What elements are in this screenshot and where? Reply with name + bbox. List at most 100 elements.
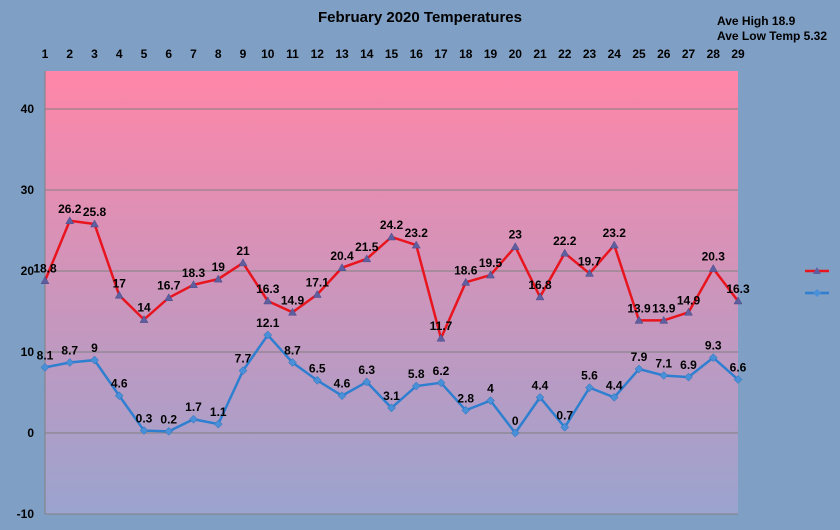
- x-tick-label: 7: [190, 47, 197, 61]
- high-temp-data-label: 23.2: [603, 226, 627, 240]
- high-temp-data-label: 23.2: [405, 226, 429, 240]
- low-temp-data-label: 4.6: [111, 377, 128, 391]
- x-tick-label: 27: [682, 47, 696, 61]
- high-temp-point: [312, 289, 322, 298]
- high-temp-point: [288, 307, 297, 316]
- y-tick-label: 0: [27, 426, 34, 440]
- low-temp-data-label: 7.7: [235, 352, 252, 366]
- x-tick-label: 4: [116, 47, 123, 61]
- y-tick-label: 20: [21, 264, 35, 278]
- low-temp-point: [114, 391, 124, 401]
- x-tick-label: 28: [707, 47, 721, 61]
- plot-background: [45, 71, 738, 514]
- high-temp-data-label: 24.2: [380, 218, 404, 232]
- high-temp-data-label: 20.4: [330, 249, 354, 263]
- high-temp-data-label: 16.8: [528, 278, 552, 292]
- high-temp-point: [337, 263, 347, 272]
- x-tick-label: 16: [410, 47, 424, 61]
- low-temp-data-label: 2.8: [457, 391, 474, 405]
- low-temp-point: [139, 426, 149, 435]
- high-temp-data-label: 17.1: [306, 275, 330, 289]
- legend-marker-low: [813, 289, 821, 297]
- low-temp-data-label: 4.4: [606, 378, 623, 392]
- x-tick-label: 11: [286, 47, 299, 61]
- x-tick-label: 8: [215, 47, 222, 61]
- low-temp-data-label: 5.8: [408, 367, 425, 381]
- high-temp-data-label: 18.3: [182, 266, 206, 280]
- low-temp-data-label: 1.7: [185, 400, 202, 414]
- high-temp-point: [659, 315, 669, 324]
- high-temp-point: [486, 270, 495, 279]
- x-tick-label: 2: [66, 47, 73, 61]
- high-temp-point: [114, 290, 124, 299]
- low-temp-point: [585, 383, 594, 392]
- high-temp-point: [535, 292, 545, 301]
- ave-low-stat: Ave Low Temp 5.32: [717, 29, 828, 43]
- high-temp-data-label: 19: [212, 260, 226, 274]
- x-tick-label: 3: [91, 47, 98, 61]
- high-temp-data-label: 18.8: [33, 262, 57, 276]
- x-tick-label: 24: [608, 47, 622, 61]
- low-temp-data-label: 9: [91, 341, 98, 355]
- high-temp-point: [263, 296, 273, 305]
- high-temp-point: [164, 293, 174, 301]
- low-temp-point: [65, 358, 75, 367]
- high-temp-point: [411, 240, 421, 249]
- low-temp-data-label: 4.6: [334, 377, 351, 391]
- x-tick-label: 17: [434, 47, 448, 61]
- high-temp-data-label: 21: [236, 244, 250, 258]
- high-temp-point: [684, 307, 693, 316]
- high-temp-data-label: 19.7: [578, 254, 602, 268]
- high-temp-point: [65, 216, 75, 225]
- low-temp-point: [213, 419, 223, 429]
- low-temp-data-label: 3.1: [383, 389, 400, 403]
- low-temp-data-label: 0.3: [136, 412, 153, 426]
- low-temp-point: [461, 405, 471, 415]
- low-temp-data-label: 6.2: [433, 364, 450, 378]
- x-tick-label: 6: [165, 47, 172, 61]
- y-tick-label: 30: [21, 183, 35, 197]
- low-temp-data-label: 8.7: [61, 344, 78, 358]
- high-temp-point: [238, 258, 248, 267]
- high-temp-point: [213, 274, 223, 283]
- low-temp-point: [337, 391, 347, 401]
- low-temp-point: [560, 422, 570, 432]
- high-temp-point: [387, 232, 396, 241]
- low-temp-data-label: 9.3: [705, 339, 722, 353]
- low-temp-point: [40, 363, 50, 372]
- high-temp-point: [189, 280, 198, 289]
- high-temp-data-label: 23: [509, 228, 523, 242]
- high-temp-point: [139, 315, 149, 323]
- low-temp-point: [238, 366, 248, 375]
- high-temp-data-label: 25.8: [83, 205, 107, 219]
- low-temp-point: [362, 377, 372, 387]
- legend-marker-high: [813, 267, 821, 274]
- high-temp-data-label: 14.9: [281, 293, 305, 307]
- low-temp-data-label: 4.4: [532, 378, 549, 392]
- high-temp-data-label: 16.3: [256, 282, 280, 296]
- low-temp-point: [164, 427, 174, 436]
- low-temp-data-label: 0: [512, 414, 519, 428]
- x-tick-label: 10: [261, 47, 275, 61]
- high-temp-data-label: 26.2: [58, 202, 82, 216]
- high-temp-data-label: 13.9: [652, 301, 676, 315]
- high-temp-point: [733, 296, 743, 305]
- x-tick-label: 25: [632, 47, 646, 61]
- x-tick-label: 26: [657, 47, 671, 61]
- high-temp-point: [461, 277, 471, 286]
- high-temp-data-label: 14.9: [677, 293, 701, 307]
- low-temp-data-label: 7.9: [631, 350, 648, 364]
- x-tick-label: 19: [484, 47, 498, 61]
- low-temp-point: [684, 372, 693, 382]
- low-temp-point: [634, 364, 644, 374]
- low-temp-data-label: 6.5: [309, 361, 326, 375]
- x-tick-label: 12: [311, 47, 325, 61]
- low-temp-point: [436, 378, 446, 388]
- x-tick-label: 22: [558, 47, 572, 61]
- low-temp-data-label: 1.1: [210, 405, 227, 419]
- high-temp-point: [40, 276, 50, 284]
- high-temp-data-label: 17: [113, 276, 127, 290]
- low-temp-point: [387, 403, 396, 413]
